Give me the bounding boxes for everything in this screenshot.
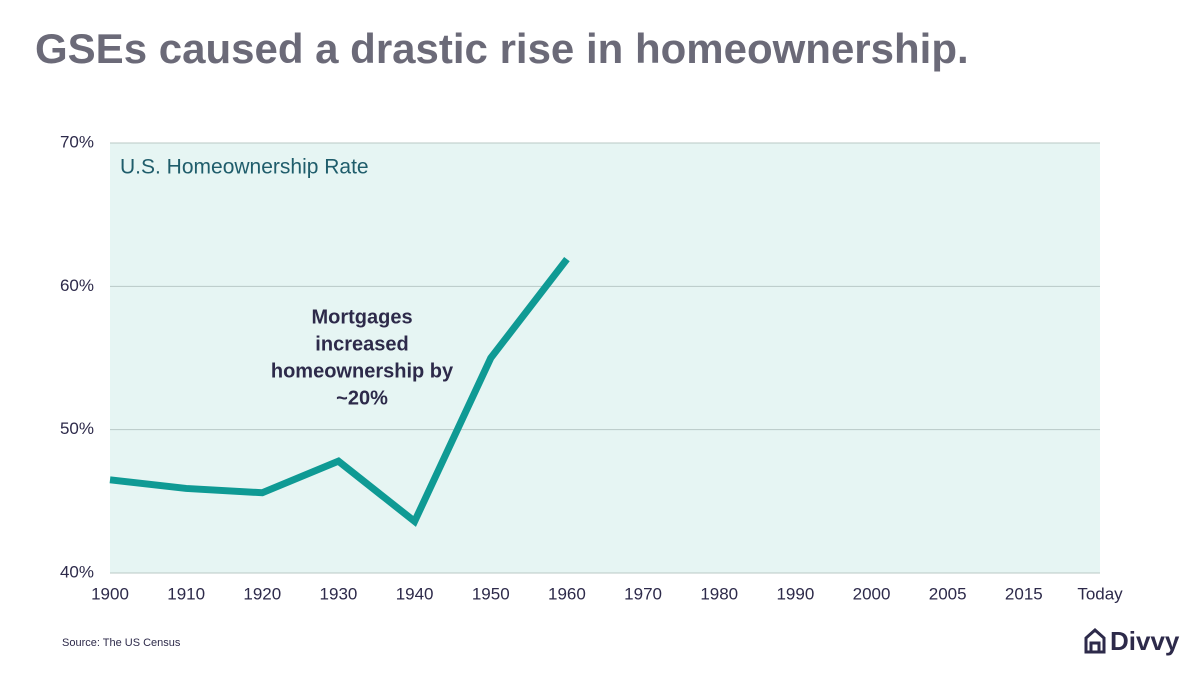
x-tick-label: 2000: [853, 584, 891, 603]
x-tick-label: 1970: [624, 584, 662, 603]
x-tick-label: 1920: [243, 584, 281, 603]
x-tick-label: 1900: [91, 584, 129, 603]
y-tick-label: 60%: [60, 276, 94, 295]
x-tick-label: 1910: [167, 584, 205, 603]
annotation: homeownership by: [271, 360, 454, 382]
chart-title: GSEs caused a drastic rise in homeowners…: [35, 25, 969, 72]
x-tick-label: 1960: [548, 584, 586, 603]
x-tick-label: 1990: [776, 584, 814, 603]
data-line: [109, 256, 570, 527]
source: Source: The US Census: [62, 637, 181, 649]
logo: Divvy: [1084, 626, 1180, 656]
annotation: ~20%: [336, 387, 388, 409]
brand: Divvy: [1110, 626, 1180, 656]
x-tick-label: 2015: [1005, 584, 1043, 603]
y-tick-label: 50%: [60, 419, 94, 438]
annotation: Mortgages: [311, 306, 412, 328]
logo-icon: [1084, 627, 1106, 654]
plot: 40% 50% 60% 70% U.S. Homeownership Rate 1900 1…: [60, 132, 1123, 603]
y-tick-label: 40%: [60, 562, 94, 581]
x-tick-label: 2005: [929, 584, 967, 603]
plot-background: [110, 143, 1100, 573]
x-tick-label: 1980: [700, 584, 738, 603]
x-tick-label: 1940: [396, 584, 434, 603]
x-tick-label: 1930: [320, 584, 358, 603]
subtitle: U.S. Homeownership Rate: [120, 156, 369, 179]
x-tick-label: 1950: [472, 584, 510, 603]
annotation: increased: [315, 333, 408, 355]
y-tick-label: 70%: [60, 132, 94, 151]
x-tick-label: Today: [1077, 584, 1123, 603]
